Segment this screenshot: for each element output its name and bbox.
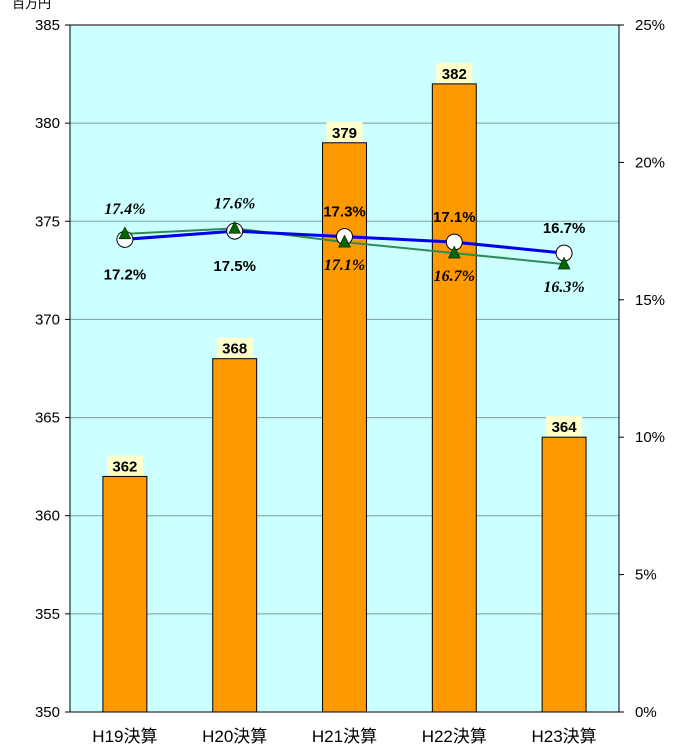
category-label: H20決算 (202, 727, 267, 746)
bar-label-box (436, 62, 473, 83)
circle-series-label: 17.3% (323, 204, 366, 221)
triangle-series-label: 16.7% (434, 268, 475, 285)
right-tick-label: 25% (635, 17, 665, 34)
bar-label-box (546, 416, 583, 437)
circle-series-label: 17.2% (104, 266, 147, 283)
triangle-series-label: 17.1% (324, 257, 365, 274)
triangle-marker (557, 256, 571, 270)
circle-series-label: 17.5% (213, 258, 256, 275)
left-tick-label: 375 (35, 213, 60, 230)
category-label: H22決算 (422, 727, 487, 746)
bar (212, 358, 258, 713)
right-tick-label: 15% (635, 292, 665, 309)
triangle-marker (338, 234, 351, 248)
category-labels: H19決算 H20決算 H21決算 H22決算 H23決算 (92, 727, 596, 746)
category-label: H19決算 (92, 727, 157, 746)
left-tick-label: 350 (35, 704, 60, 721)
category-label: H23決算 (532, 727, 597, 746)
bar-label-box (326, 121, 363, 142)
bar (541, 436, 587, 713)
right-axis-ticks: 0% 5% 10% 15% 20% 25% (619, 17, 665, 721)
category-label: H21決算 (312, 727, 377, 746)
data-labels: 362 368 379 382 364 17.2% 17.5% 17.3% 17.1% 16.7%… (104, 62, 586, 476)
bar-value-label: 364 (552, 419, 578, 436)
unit-label: 百万円 (12, 0, 51, 11)
triangle-series-label: 17.6% (214, 195, 255, 212)
triangle-marker (447, 245, 461, 259)
circle-series-label: 16.7% (543, 220, 586, 237)
left-tick-label: 385 (35, 17, 60, 34)
bar (431, 83, 477, 713)
bar-label-box (216, 337, 253, 358)
right-tick-label: 5% (635, 567, 657, 584)
right-tick-label: 0% (635, 704, 657, 721)
bar-value-label: 382 (442, 66, 467, 83)
axes (69, 24, 620, 713)
left-axis-ticks: 350 355 360 365 370 375 380 385 (35, 17, 70, 721)
bar-label-box (106, 455, 143, 476)
right-tick-label: 10% (635, 429, 665, 446)
bar-value-label: 362 (112, 458, 137, 475)
bars (102, 83, 587, 713)
left-tick-label: 355 (35, 606, 60, 623)
right-tick-label: 20% (635, 154, 665, 171)
triangle-marker (118, 226, 132, 240)
left-tick-label: 370 (35, 311, 60, 328)
triangle-series-label: 17.4% (104, 201, 145, 218)
lines (116, 220, 573, 270)
triangle-series-label: 16.3% (543, 279, 584, 296)
triangle-marker (228, 220, 242, 234)
left-tick-label: 380 (35, 115, 60, 132)
bar-value-label: 368 (222, 341, 247, 358)
circle-series-label: 17.1% (433, 209, 476, 226)
bar (102, 475, 148, 713)
left-tick-label: 360 (35, 508, 60, 525)
bar-value-label: 379 (332, 125, 357, 142)
left-tick-label: 365 (35, 410, 60, 427)
